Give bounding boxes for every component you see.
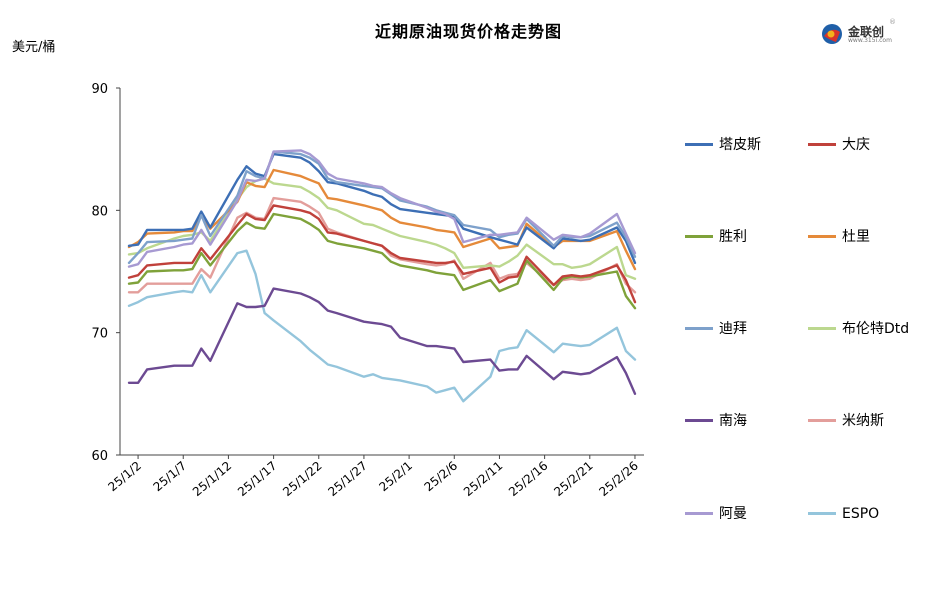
- legend-swatch: [808, 143, 836, 146]
- legend-swatch: [808, 419, 836, 422]
- brand-logo: 金联创 www.315i.com ®: [820, 18, 900, 48]
- series-line: [127, 177, 637, 280]
- y-tick-label: 90: [91, 82, 108, 97]
- legend-label: 塔皮斯: [719, 137, 761, 153]
- legend-swatch: [685, 143, 713, 146]
- x-tick-label: 25/1/12: [190, 459, 234, 499]
- y-tick-label: 70: [91, 327, 108, 342]
- series-line: [127, 249, 637, 403]
- x-tick-label: 25/1/7: [151, 459, 190, 495]
- legend-swatch: [808, 327, 836, 330]
- legend-swatch: [808, 512, 836, 515]
- legend-swatch: [685, 235, 713, 238]
- x-tick-label: 25/1/2: [105, 459, 144, 495]
- logo-registered-mark: ®: [889, 18, 896, 26]
- y-tick-label: 60: [91, 449, 108, 464]
- legend-swatch: [685, 512, 713, 515]
- chart-title: 近期原油现货价格走势图: [374, 22, 562, 41]
- legend-label: 杜里: [842, 229, 870, 245]
- series-line: [127, 149, 637, 268]
- legend-label: 阿曼: [719, 506, 747, 522]
- legend-swatch: [685, 419, 713, 422]
- x-tick-label: 25/2/16: [506, 459, 550, 499]
- legend-swatch: [685, 327, 713, 330]
- x-tick-label: 25/1/22: [280, 459, 324, 499]
- legend-label: 迪拜: [719, 321, 747, 337]
- logo-url: www.315i.com: [848, 37, 892, 44]
- legend-swatch: [808, 235, 836, 238]
- x-tick-label: 25/2/26: [596, 459, 640, 499]
- series-line: [127, 212, 637, 310]
- logo-mark-icon: [822, 24, 842, 44]
- x-tick-label: 25/2/1: [376, 459, 415, 495]
- legend-label: 南海: [719, 413, 747, 429]
- x-tick-label: 25/2/6: [422, 459, 461, 495]
- logo-text: 金联创: [848, 25, 885, 39]
- x-tick-label: 25/2/11: [461, 459, 505, 499]
- series-line: [127, 287, 637, 395]
- legend-label: ESPO: [842, 506, 880, 522]
- legend-label: 布伦特Dtd: [842, 321, 910, 337]
- series-line: [127, 152, 637, 265]
- x-tick-label: 25/2/21: [551, 459, 595, 499]
- x-tick-label: 25/1/27: [325, 459, 369, 499]
- legend-label: 胜利: [719, 229, 747, 245]
- legend-label: 米纳斯: [842, 413, 884, 429]
- y-tick-label: 80: [91, 204, 108, 219]
- x-tick-label: 25/1/17: [235, 459, 279, 499]
- series-line: [127, 204, 637, 304]
- legend-label: 大庆: [842, 137, 870, 153]
- y-axis-unit-label: 美元/桶: [12, 40, 56, 55]
